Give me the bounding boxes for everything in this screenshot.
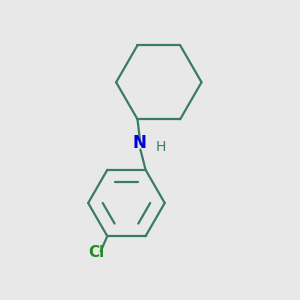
Text: H: H [156,140,166,154]
Text: Cl: Cl [88,245,104,260]
Text: N: N [132,134,146,152]
